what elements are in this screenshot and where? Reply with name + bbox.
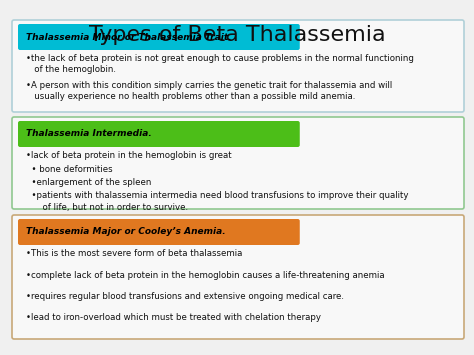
Text: •requires regular blood transfusions and extensive ongoing medical care.: •requires regular blood transfusions and… <box>26 292 344 301</box>
FancyBboxPatch shape <box>18 24 300 50</box>
Text: •lead to iron-overload which must be treated with chelation therapy: •lead to iron-overload which must be tre… <box>26 313 321 322</box>
Text: •patients with thalassemia intermedia need blood transfusions to improve their q: •patients with thalassemia intermedia ne… <box>26 191 409 212</box>
Text: •This is the most severe form of beta thalassemia: •This is the most severe form of beta th… <box>26 249 242 258</box>
Text: Thalassemia Intermedia.: Thalassemia Intermedia. <box>26 130 152 138</box>
Text: •enlargement of the spleen: •enlargement of the spleen <box>26 178 151 187</box>
Text: Types of Beta Thalassemia: Types of Beta Thalassemia <box>89 25 385 45</box>
Text: •A person with this condition simply carries the genetic trait for thalassemia a: •A person with this condition simply car… <box>26 81 392 101</box>
Text: Thalassemia Minor or Thalassemia Trait.: Thalassemia Minor or Thalassemia Trait. <box>26 33 231 42</box>
FancyBboxPatch shape <box>18 121 300 147</box>
Text: • bone deformities: • bone deformities <box>26 164 113 174</box>
Text: Thalassemia Major or Cooley’s Anemia.: Thalassemia Major or Cooley’s Anemia. <box>26 228 226 236</box>
FancyBboxPatch shape <box>12 215 464 339</box>
FancyBboxPatch shape <box>12 117 464 209</box>
Text: •complete lack of beta protein in the hemoglobin causes a life-threatening anemi: •complete lack of beta protein in the he… <box>26 271 384 279</box>
Text: •lack of beta protein in the hemoglobin is great: •lack of beta protein in the hemoglobin … <box>26 151 232 160</box>
Text: •the lack of beta protein is not great enough to cause problems in the normal fu: •the lack of beta protein is not great e… <box>26 54 414 74</box>
FancyBboxPatch shape <box>12 20 464 112</box>
FancyBboxPatch shape <box>18 219 300 245</box>
